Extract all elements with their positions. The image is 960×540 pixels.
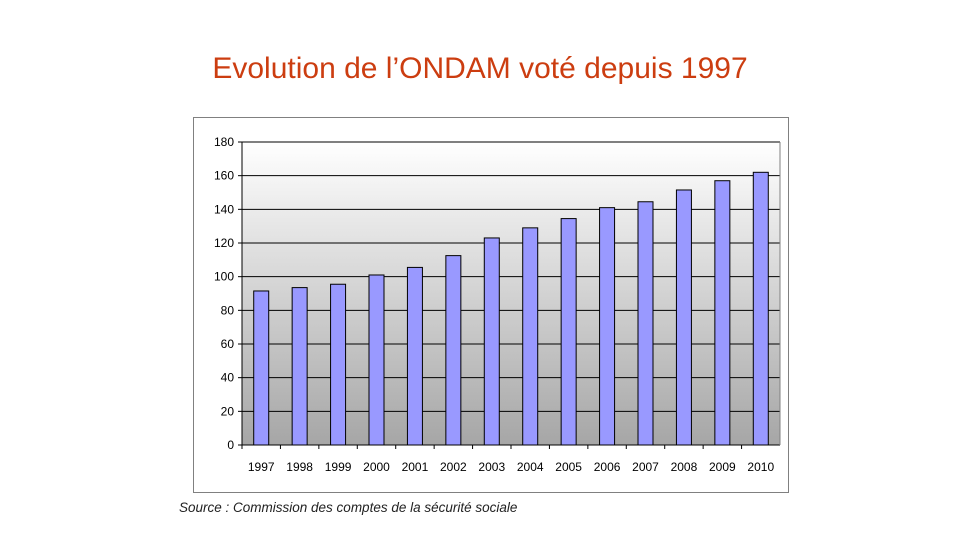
bar-1997: [253, 290, 270, 446]
x-tick-label: 2006: [594, 460, 621, 474]
bar-2005: [560, 218, 577, 446]
x-tick-labels: 1997 1998 1999 2000 2001 2002 2003 2004 2005 2006…: [248, 460, 775, 474]
y-tick-label: 100: [214, 270, 234, 284]
bar-2001: [406, 266, 423, 446]
y-tick-label: 120: [214, 236, 234, 250]
x-tick-label: 2004: [517, 460, 544, 474]
y-tick-labels: 0 20 40 60 80 100 120 140 160 180: [214, 135, 234, 452]
bar-2000: [368, 274, 385, 446]
chart-frame: 0 20 40 60 80 100 120 140 160 180 1997 1998 1999 200…: [193, 117, 789, 493]
bar-2007: [637, 201, 654, 446]
x-tick-label: 2009: [709, 460, 736, 474]
bar-2006: [599, 207, 616, 446]
x-tick-label: 2000: [363, 460, 390, 474]
x-tick-label: 1998: [286, 460, 313, 474]
x-tick-label: 1999: [325, 460, 352, 474]
y-tick-label: 180: [214, 135, 234, 149]
y-tick-label: 60: [221, 337, 235, 351]
x-tick-label: 2003: [478, 460, 505, 474]
x-tick-label: 2008: [671, 460, 698, 474]
source-note: Source : Commission des comptes de la sé…: [179, 500, 518, 515]
y-tick-label: 40: [221, 371, 235, 385]
x-tick-label: 2001: [402, 460, 429, 474]
bar-2009: [714, 180, 731, 446]
x-tick-label: 1997: [248, 460, 275, 474]
y-tick-label: 80: [221, 303, 235, 317]
bar-1999: [330, 283, 347, 446]
x-tick-label: 2007: [632, 460, 659, 474]
plot-area: [242, 142, 780, 445]
y-tick-label: 140: [214, 202, 234, 216]
axes: [238, 141, 781, 449]
bar-2004: [522, 227, 539, 446]
bar-2010: [752, 171, 769, 446]
x-tick-label: 2002: [440, 460, 467, 474]
bar-2003: [483, 237, 500, 446]
x-tick-label: 2010: [747, 460, 774, 474]
bar-chart: 0 20 40 60 80 100 120 140 160 180 1997 1998 1999 200…: [214, 135, 781, 474]
bar-2008: [675, 189, 692, 446]
y-tick-label: 160: [214, 169, 234, 183]
bar-2002: [445, 255, 462, 446]
slide-title: Evolution de l’ONDAM voté depuis 1997: [212, 52, 748, 85]
bar-1998: [291, 287, 308, 446]
y-tick-label: 20: [221, 404, 235, 418]
x-tick-label: 2005: [555, 460, 582, 474]
y-tick-label: 0: [227, 438, 234, 452]
